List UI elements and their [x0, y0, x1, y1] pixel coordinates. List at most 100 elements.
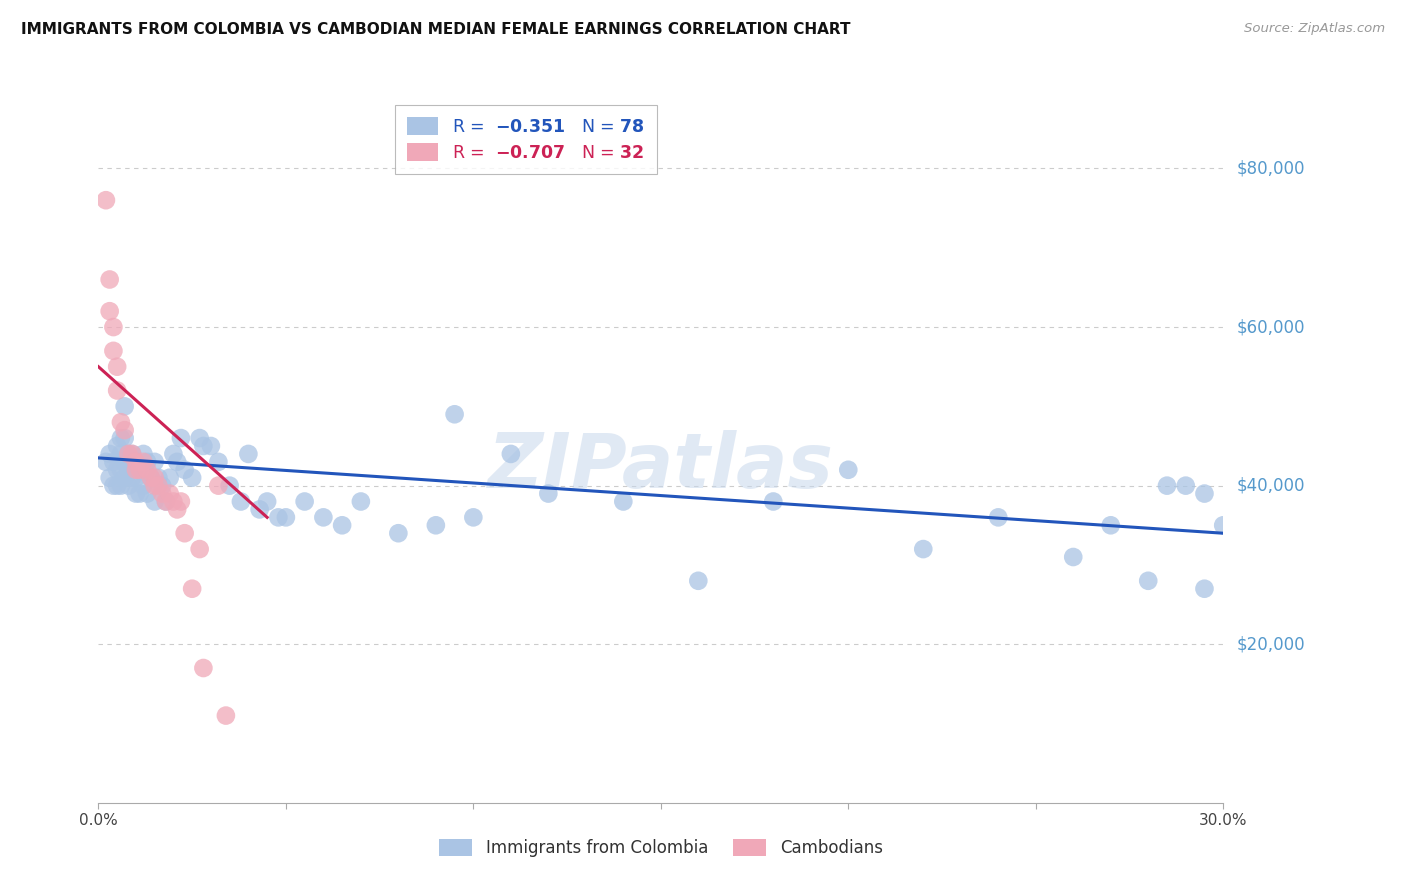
Point: [499, 447, 522, 461]
Point: [330, 518, 353, 533]
Point: [193, 439, 215, 453]
Point: [103, 343, 125, 358]
Point: [105, 439, 128, 453]
Point: [98, 272, 121, 286]
Point: [215, 708, 238, 723]
Point: [155, 494, 177, 508]
Point: [1212, 518, 1234, 533]
Point: [121, 471, 143, 485]
Point: [132, 478, 155, 492]
Point: [117, 478, 139, 492]
Point: [128, 463, 150, 477]
Point: [249, 502, 271, 516]
Point: [612, 494, 634, 508]
Point: [117, 447, 139, 461]
Point: [143, 455, 166, 469]
Point: [537, 486, 560, 500]
Point: [837, 463, 859, 477]
Point: [143, 494, 166, 508]
Point: [114, 423, 136, 437]
Point: [98, 304, 121, 318]
Point: [188, 542, 211, 557]
Point: [139, 471, 162, 485]
Point: [105, 384, 128, 398]
Y-axis label: Median Female Earnings: Median Female Earnings: [0, 352, 7, 540]
Point: [188, 431, 211, 445]
Point: [443, 407, 465, 421]
Point: [94, 193, 117, 207]
Point: [114, 400, 136, 414]
Point: [98, 447, 121, 461]
Text: $40,000: $40,000: [1237, 476, 1306, 495]
Text: Source: ZipAtlas.com: Source: ZipAtlas.com: [1244, 22, 1385, 36]
Point: [1174, 478, 1197, 492]
Text: $20,000: $20,000: [1237, 635, 1306, 653]
Point: [114, 455, 136, 469]
Point: [200, 439, 222, 453]
Point: [148, 471, 170, 485]
Point: [218, 478, 240, 492]
Point: [103, 455, 125, 469]
Point: [125, 463, 148, 477]
Point: [103, 478, 125, 492]
Point: [170, 494, 193, 508]
Point: [207, 455, 229, 469]
Point: [987, 510, 1010, 524]
Point: [193, 661, 215, 675]
Point: [110, 478, 132, 492]
Text: IMMIGRANTS FROM COLOMBIA VS CAMBODIAN MEDIAN FEMALE EARNINGS CORRELATION CHART: IMMIGRANTS FROM COLOMBIA VS CAMBODIAN ME…: [21, 22, 851, 37]
Point: [110, 431, 132, 445]
Point: [1156, 478, 1178, 492]
Point: [1137, 574, 1160, 588]
Point: [105, 463, 128, 477]
Point: [181, 471, 204, 485]
Point: [98, 471, 121, 485]
Point: [181, 582, 204, 596]
Point: [294, 494, 316, 508]
Point: [110, 415, 132, 429]
Point: [425, 518, 447, 533]
Point: [350, 494, 373, 508]
Point: [150, 486, 173, 500]
Point: [117, 447, 139, 461]
Point: [688, 574, 710, 588]
Point: [117, 463, 139, 477]
Point: [105, 478, 128, 492]
Point: [125, 455, 148, 469]
Point: [139, 471, 162, 485]
Point: [136, 486, 159, 500]
Point: [110, 463, 132, 477]
Point: [136, 463, 159, 477]
Point: [125, 486, 148, 500]
Point: [94, 455, 117, 469]
Point: [114, 471, 136, 485]
Point: [121, 455, 143, 469]
Point: [128, 486, 150, 500]
Point: [128, 463, 150, 477]
Point: [170, 431, 193, 445]
Point: [267, 510, 290, 524]
Text: $80,000: $80,000: [1237, 160, 1306, 178]
Point: [762, 494, 785, 508]
Point: [148, 478, 170, 492]
Point: [132, 447, 155, 461]
Point: [110, 447, 132, 461]
Point: [162, 447, 184, 461]
Point: [125, 471, 148, 485]
Point: [121, 447, 143, 461]
Point: [159, 486, 181, 500]
Point: [166, 455, 188, 469]
Point: [114, 431, 136, 445]
Point: [166, 502, 188, 516]
Text: $60,000: $60,000: [1237, 318, 1306, 336]
Point: [1194, 582, 1216, 596]
Point: [207, 478, 229, 492]
Point: [150, 478, 173, 492]
Point: [132, 455, 155, 469]
Point: [105, 359, 128, 374]
Point: [1194, 486, 1216, 500]
Point: [1099, 518, 1122, 533]
Point: [387, 526, 409, 541]
Point: [103, 320, 125, 334]
Point: [125, 455, 148, 469]
